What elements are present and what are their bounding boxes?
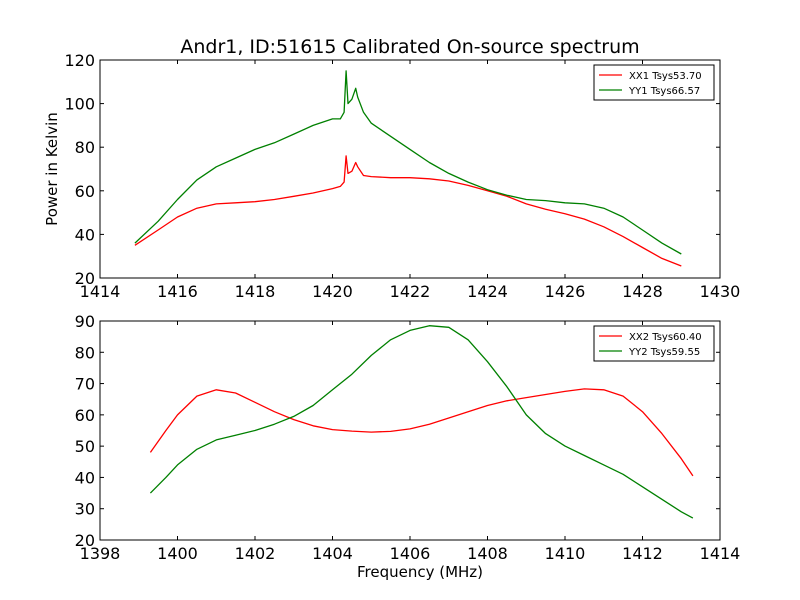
x-tick-label: 1408 [467,544,508,563]
y-tick-label: 20 [75,531,95,550]
legend-box [593,325,715,362]
legend-entry-1: XX2 Tsys60.40 [629,332,702,343]
y-tick-label: 60 [75,182,95,201]
y-tick-label: 50 [75,437,95,456]
series-line-2 [149,325,694,519]
y-tick-label: 60 [75,406,95,425]
x-tick-label: 1402 [235,544,276,563]
x-tick-label: 1420 [312,282,353,301]
legend-entry-2: YY2 Tsys59.55 [628,347,700,358]
y-tick-label: 40 [75,225,95,244]
series-line-1 [134,155,682,267]
legend-entry-1: XX1 Tsys53.70 [629,71,702,82]
x-tick-label: 1398 [80,544,121,563]
x-tick-label: 1404 [312,544,353,563]
legend: XX1 Tsys53.70 YY1 Tsys66.57 [593,64,715,101]
y-tick-label: 20 [75,269,95,288]
x-tick-label: 1412 [622,544,663,563]
y-tick-label: 90 [75,312,95,331]
figure-title: Andr1, ID:51615 Calibrated On-source spe… [180,36,639,58]
x-tick-label: 1414 [700,544,741,563]
bottom-panel: 1398 1400 1402 1404 1406 1408 1410 1412 1414 20 30… [75,312,741,581]
legend: XX2 Tsys60.40 YY2 Tsys59.55 [593,325,715,362]
y-tick-label: 80 [75,138,95,157]
x-tick-label: 1426 [545,282,586,301]
legend-box [593,64,715,101]
x-tick-label: 1414 [80,282,121,301]
y-tick-label: 80 [75,343,95,362]
x-tick-label: 1416 [157,282,198,301]
legend-entry-2: YY1 Tsys66.57 [628,86,700,97]
y-tick-label: 100 [64,95,95,114]
x-tick-label: 1400 [157,544,198,563]
x-tick-label: 1418 [235,282,276,301]
y-axis-label: Power in Kelvin [43,112,61,226]
x-axis-label: Frequency (MHz) [357,563,483,581]
y-tick-label: 70 [75,375,95,394]
x-tick-label: 1422 [390,282,431,301]
x-tick-label: 1428 [622,282,663,301]
x-tick-label: 1410 [545,544,586,563]
series-line-1 [149,388,694,477]
y-tick-label: 40 [75,468,95,487]
x-tick-label: 1406 [390,544,431,563]
y-tick-label: 30 [75,500,95,519]
x-tick-label: 1430 [700,282,741,301]
x-tick-label: 1424 [467,282,508,301]
top-panel: 1414 1416 1418 1420 1422 1424 1426 1428 1430 20 40… [43,51,740,301]
y-tick-label: 120 [64,51,95,70]
series-line-2 [134,70,682,255]
